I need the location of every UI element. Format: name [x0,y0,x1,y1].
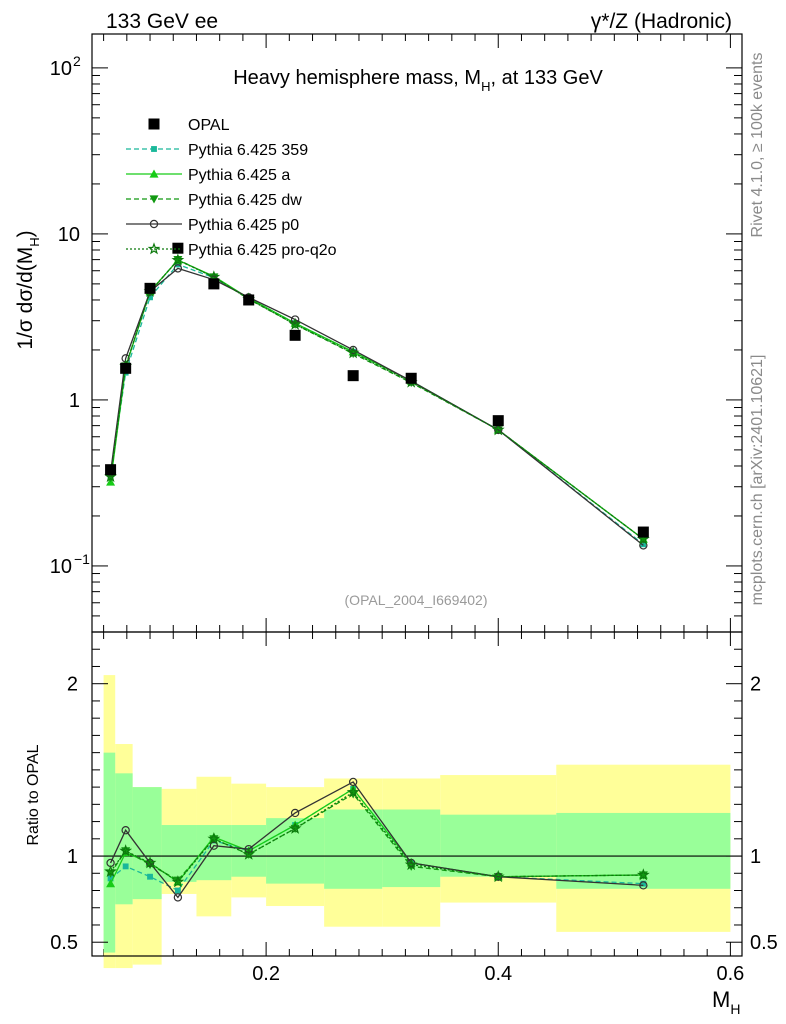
series-line-1 [109,259,644,540]
uncertainty-band-green [324,809,383,889]
series-point-3 [290,315,300,324]
header-right: γ*/Z (Hadronic) [591,10,732,33]
legend-marker [147,242,161,255]
legend: OPAL Pythia 6.425 359 Pythia 6.425 a Pythia… [126,117,337,259]
ratio-point-3 [348,777,358,787]
ratio-point-0 [174,887,181,894]
y-tick-label: 10 [58,224,80,246]
legend-label: Pythia 6.425 359 [188,142,308,159]
data-point [637,526,649,538]
data-point [144,282,156,294]
x-axis-label: MH [712,987,740,1017]
series-line-2 [109,258,644,540]
legend-marker [149,169,159,178]
data-point [405,372,417,384]
y-axis-label: 1/σ dσ/d(MH) [14,230,42,349]
ratio-y-axis-label: Ratio to OPAL [25,744,42,845]
series-line-3 [109,267,644,546]
x-tick-label: 0.6 [716,963,744,985]
ratio-point-1 [106,879,116,888]
series-point-0 [640,541,647,548]
uncertainty-band-green [440,814,557,877]
y-tick-label: 10 [50,58,72,80]
ratio-frame [91,631,743,957]
ratio-line-4 [110,791,644,883]
ratio-y-tick-label: 0.5 [50,932,78,954]
ratio-point-2 [173,876,183,885]
ratio-point-4 [404,857,418,871]
ratio-point-3 [290,808,300,818]
rivet-label: Rivet 4.1.0, ≥ 100k events [749,53,766,238]
ratio-point-3 [121,825,130,835]
analysis-tag: (OPAL_2004_I669402) [345,592,488,608]
ratio-point-3 [173,893,183,902]
ratio-y-tick-label-right: 1 [750,846,761,868]
ratio-point-3 [209,841,219,850]
data-point [492,415,504,427]
ratio-point-0 [107,875,114,882]
data-point [105,464,117,476]
uncertainty-band-green [132,787,162,900]
series-point-4 [491,423,505,436]
series-line-0 [109,263,644,545]
legend-marker [148,118,160,130]
legend-label: Pythia 6.425 a [188,167,290,184]
uncertainty-band-green [382,809,441,888]
legend-marker [149,195,159,204]
data-point [347,370,359,382]
y-tick-exponent: −1 [74,551,90,567]
series-point-0 [147,294,153,301]
ratio-y-tick-label-right: 0.5 [750,932,778,954]
ratio-y-tick-label-right: 2 [750,674,761,696]
ratio-y-tick-label: 1 [67,846,78,868]
ratio-point-3 [244,844,253,854]
series-point-4 [171,253,185,266]
ratio-point-4 [119,844,133,857]
series-point-4 [636,532,650,545]
legend-label: Pythia 6.425 pro-q2o [188,242,337,259]
data-point [120,362,132,374]
uncertainty-band-green [103,752,116,953]
y-tick-exponent: 2 [73,53,81,69]
legend-label: OPAL [188,117,230,134]
ratio-point-4 [207,832,221,845]
series-line-4 [109,259,644,540]
data-point [208,278,220,290]
ratio-y-tick-label: 2 [67,674,78,696]
series-point-4 [346,346,360,359]
data-point [289,329,301,341]
y-tick-label: 10 [50,556,72,578]
ratio-point-0 [147,873,153,880]
header-left: 133 GeV ee [106,10,218,33]
ratio-point-4 [636,868,650,881]
ratio-point-4 [143,856,157,869]
data-point [243,294,255,306]
mcplots-label: mcplots.cern.ch [arXiv:2401.10621] [749,355,766,606]
legend-label: Pythia 6.425 p0 [188,217,299,234]
ratio-point-4 [346,785,360,798]
legend-marker [151,146,157,152]
ratio-point-4 [491,869,505,883]
series-point-3 [173,264,183,273]
ratio-point-4 [171,875,185,888]
ratio-point-0 [640,880,647,887]
legend-marker [149,219,159,229]
ratio-point-4 [288,821,302,834]
ratio-point-4 [104,864,117,877]
ratio-panel: 0.2 0.4 0.6 0.5 0.5 1 1 2 2 [50,631,778,985]
chart-title: Heavy hemisphere mass, MH, at 133 GeV [233,67,603,94]
legend-label: Pythia 6.425 dw [188,192,302,209]
ratio-point-0 [122,863,129,870]
series-point-4 [288,317,302,330]
ratio-point-3 [639,881,648,890]
x-tick-label: 0.4 [484,963,512,985]
y-tick-label: 1 [69,390,80,412]
ratio-point-4 [242,847,256,860]
x-tick-label: 0.2 [252,963,280,985]
uncertainty-band-green [115,773,133,905]
data-point [172,242,184,254]
